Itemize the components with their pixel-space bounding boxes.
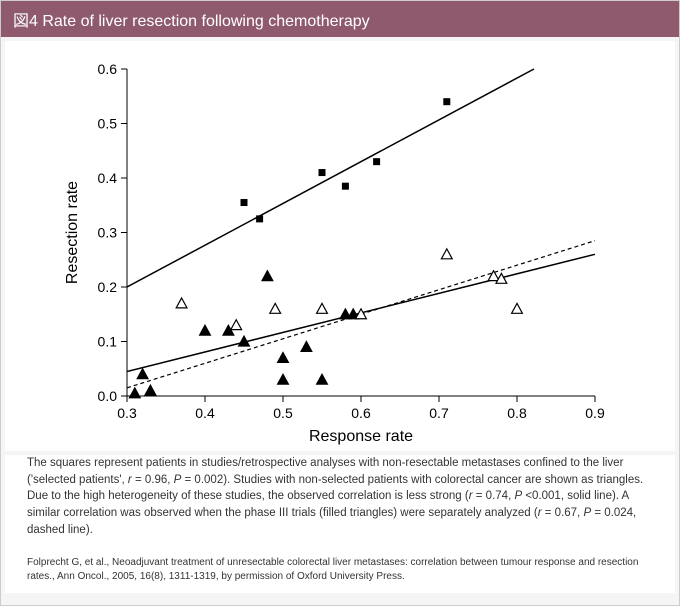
chart-area: 0.3 0.4 0.5 0.6 0.7 0.8 0.9 0.0 0.1 0.2 0.3 0.4 0.5 0… (5, 41, 675, 451)
figure-citation: Folprecht G, et al., Neoadjuvant treatme… (5, 546, 675, 593)
svg-text:0.8: 0.8 (507, 405, 527, 421)
figure-container: 図4 Rate of liver resection following che… (0, 0, 680, 606)
svg-text:0.5: 0.5 (273, 405, 293, 421)
svg-text:0.3: 0.3 (98, 225, 118, 241)
citation-text: Folprecht G, et al., Neoadjuvant treatme… (27, 557, 638, 582)
svg-text:0.5: 0.5 (98, 116, 118, 132)
svg-text:0.0: 0.0 (98, 388, 118, 404)
svg-text:0.6: 0.6 (98, 61, 118, 77)
caption-text: = 0.96, (132, 474, 174, 486)
svg-text:0.4: 0.4 (98, 170, 118, 186)
svg-text:Resection rate: Resection rate (64, 181, 81, 284)
svg-text:0.4: 0.4 (195, 405, 215, 421)
svg-text:0.6: 0.6 (351, 405, 371, 421)
svg-text:Response rate: Response rate (309, 428, 413, 445)
svg-text:0.3: 0.3 (117, 405, 137, 421)
caption-text: = 0.74, (473, 490, 515, 502)
svg-text:0.9: 0.9 (585, 405, 605, 421)
scatter-chart: 0.3 0.4 0.5 0.6 0.7 0.8 0.9 0.0 0.1 0.2 0.3 0.4 0.5 0… (55, 51, 615, 451)
figure-caption: The squares represent patients in studie… (5, 455, 675, 546)
figure-title: 図4 Rate of liver resection following che… (13, 13, 370, 30)
caption-text: = 0.67, (542, 507, 584, 519)
caption-stat-p: P (583, 507, 591, 519)
svg-text:0.2: 0.2 (98, 279, 118, 295)
svg-text:0.1: 0.1 (98, 334, 118, 350)
figure-header: 図4 Rate of liver resection following che… (1, 1, 679, 37)
svg-text:0.7: 0.7 (429, 405, 449, 421)
caption-stat-p: P (514, 490, 522, 502)
